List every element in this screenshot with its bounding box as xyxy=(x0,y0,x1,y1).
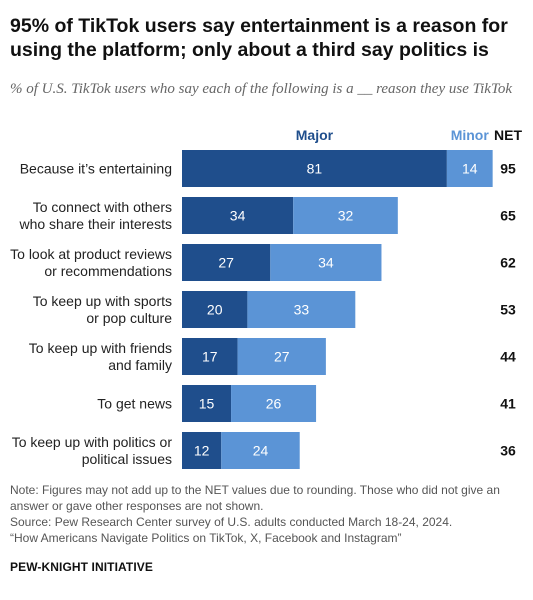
brand-logo-text: PEW-KNIGHT INITIATIVE xyxy=(10,560,153,574)
source-text: Source: Pew Research Center survey of U.… xyxy=(10,515,453,529)
minor-value-label: 33 xyxy=(294,302,310,318)
major-value-label: 27 xyxy=(218,255,234,271)
chart-subtitle: % of U.S. TikTok users who say each of t… xyxy=(10,81,513,97)
major-bar xyxy=(182,432,222,469)
stacked-bar-chart: Major Minor NET Because it’s entertaining 81… xyxy=(10,127,522,469)
net-value-label: 62 xyxy=(500,255,516,271)
category-label: Because it’s entertaining xyxy=(20,161,172,177)
minor-value-label: 34 xyxy=(318,255,334,271)
major-value-label: 20 xyxy=(207,302,223,318)
major-value-label: 17 xyxy=(202,349,218,365)
minor-bar xyxy=(446,150,493,187)
category-label: To connect with others who share their in… xyxy=(18,199,172,232)
net-value-label: 36 xyxy=(500,443,516,459)
chart-notes: Note: Figures may not add up to the NET … xyxy=(10,482,525,546)
report-title: “How Americans Navigate Politics on TikT… xyxy=(10,531,402,545)
minor-value-label: 27 xyxy=(274,349,290,365)
minor-value-label: 24 xyxy=(253,443,269,459)
major-value-label: 34 xyxy=(230,208,246,224)
minor-value-label: 26 xyxy=(266,396,282,412)
minor-bar xyxy=(293,197,398,234)
major-bar xyxy=(182,291,248,328)
category-label: To keep up with friends and family xyxy=(29,340,172,373)
minor-bar xyxy=(247,291,356,328)
major-value-label: 12 xyxy=(194,443,210,459)
note-text: Note: Figures may not add up to the NET … xyxy=(10,483,500,513)
major-bar xyxy=(182,244,271,281)
minor-bar xyxy=(231,385,317,422)
category-label: To get news xyxy=(97,396,172,412)
major-bar xyxy=(182,338,238,375)
net-value-label: 41 xyxy=(500,396,516,412)
net-value-label: 53 xyxy=(500,302,516,318)
minor-bar xyxy=(237,338,326,375)
chart-title: 95% of TikTok users say entertainment is… xyxy=(10,15,508,61)
category-label: To keep up with politics or political iss… xyxy=(12,434,173,467)
net-value-label: 95 xyxy=(500,161,516,177)
net-value-label: 65 xyxy=(500,208,516,224)
minor-bar xyxy=(221,432,300,469)
major-bar xyxy=(182,385,232,422)
major-value-label: 15 xyxy=(199,396,215,412)
major-bar xyxy=(182,197,294,234)
minor-value-label: 14 xyxy=(462,161,478,177)
major-bar xyxy=(182,150,447,187)
legend-net: NET xyxy=(494,127,522,143)
category-label: To look at product reviews or recommendat… xyxy=(10,246,172,279)
legend-minor: Minor xyxy=(451,127,490,143)
minor-value-label: 32 xyxy=(338,208,354,224)
category-label: To keep up with sports or pop culture xyxy=(33,293,173,326)
major-value-label: 81 xyxy=(307,161,323,177)
legend-major: Major xyxy=(296,127,334,143)
net-value-label: 44 xyxy=(500,349,516,365)
minor-bar xyxy=(270,244,382,281)
